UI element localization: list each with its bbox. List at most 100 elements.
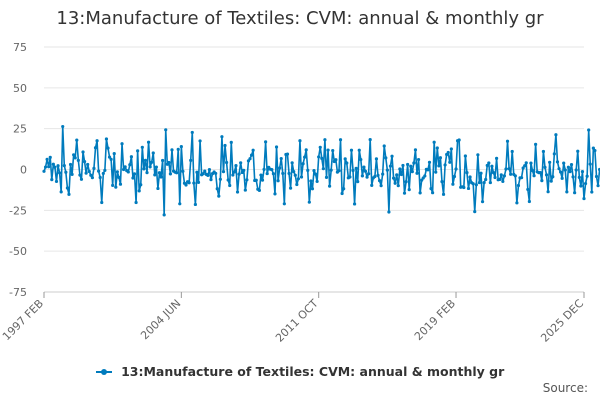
data-point bbox=[452, 174, 457, 179]
data-point bbox=[431, 191, 435, 195]
data-point bbox=[257, 188, 261, 193]
data-point bbox=[54, 179, 59, 184]
y-tick-label: -75 bbox=[9, 286, 27, 299]
data-point bbox=[593, 148, 597, 153]
data-point bbox=[58, 171, 62, 175]
data-point bbox=[190, 130, 194, 135]
data-point bbox=[75, 138, 79, 142]
data-point bbox=[404, 180, 408, 184]
source-label: Source: bbox=[542, 381, 588, 395]
data-point bbox=[362, 165, 366, 169]
data-point bbox=[555, 160, 560, 164]
x-tick-label: 1997 FEB bbox=[0, 297, 46, 343]
y-tick-label: 50 bbox=[13, 82, 27, 95]
data-point bbox=[476, 153, 480, 157]
data-point bbox=[571, 175, 575, 179]
data-point bbox=[126, 170, 130, 174]
data-point bbox=[348, 175, 352, 179]
data-point bbox=[462, 185, 466, 190]
data-point bbox=[45, 157, 49, 161]
data-point bbox=[103, 168, 107, 172]
data-point bbox=[474, 183, 478, 187]
data-point bbox=[526, 187, 530, 192]
data-point bbox=[376, 173, 380, 177]
data-point bbox=[64, 170, 68, 174]
x-tick-label: 2025 DEC bbox=[538, 297, 586, 345]
data-point bbox=[582, 196, 586, 201]
data-point bbox=[354, 166, 358, 170]
data-point bbox=[207, 168, 212, 172]
data-point bbox=[307, 200, 311, 204]
data-point bbox=[590, 190, 594, 194]
data-point bbox=[331, 148, 335, 153]
data-point bbox=[544, 173, 549, 177]
data-point bbox=[192, 181, 196, 185]
data-point bbox=[390, 154, 394, 158]
data-point bbox=[568, 170, 572, 174]
data-point bbox=[271, 172, 276, 176]
data-point bbox=[239, 161, 243, 165]
y-tick-label: 25 bbox=[13, 123, 27, 136]
data-point bbox=[153, 173, 157, 177]
series-line bbox=[43, 125, 600, 216]
data-point bbox=[303, 155, 307, 159]
data-point bbox=[170, 148, 174, 152]
data-point bbox=[466, 186, 471, 191]
data-point bbox=[145, 171, 149, 175]
data-point bbox=[379, 184, 383, 188]
data-point bbox=[441, 192, 446, 196]
data-point bbox=[488, 180, 492, 185]
data-point bbox=[206, 173, 210, 177]
data-point bbox=[573, 191, 577, 195]
data-point bbox=[334, 158, 338, 162]
data-point bbox=[552, 152, 556, 156]
data-point bbox=[203, 169, 207, 173]
data-point bbox=[485, 163, 489, 168]
data-point bbox=[406, 162, 410, 167]
data-point bbox=[523, 164, 527, 168]
data-point bbox=[134, 200, 138, 205]
data-point bbox=[61, 124, 65, 129]
data-point bbox=[292, 170, 296, 174]
data-point bbox=[509, 172, 513, 176]
data-point bbox=[594, 174, 599, 179]
data-point bbox=[290, 161, 294, 165]
data-point bbox=[543, 165, 547, 169]
data-point bbox=[349, 148, 354, 152]
data-point bbox=[132, 172, 137, 176]
data-point bbox=[167, 160, 171, 165]
data-point bbox=[198, 139, 202, 143]
data-point bbox=[373, 174, 377, 179]
data-point bbox=[76, 158, 80, 162]
data-point bbox=[79, 177, 84, 181]
x-tick-label: 2019 FEB bbox=[412, 297, 458, 343]
data-point bbox=[423, 174, 427, 178]
data-point bbox=[154, 165, 158, 169]
series-layer bbox=[42, 124, 600, 217]
data-point bbox=[396, 184, 400, 188]
data-point bbox=[142, 167, 146, 171]
data-point bbox=[97, 169, 101, 173]
data-point bbox=[393, 181, 397, 185]
data-point bbox=[574, 168, 578, 172]
data-point bbox=[426, 168, 430, 172]
data-point bbox=[231, 173, 235, 177]
data-point bbox=[583, 181, 588, 186]
data-point bbox=[249, 153, 254, 157]
data-point bbox=[228, 183, 232, 188]
data-point bbox=[534, 142, 538, 146]
data-point bbox=[70, 172, 74, 176]
data-point bbox=[90, 176, 94, 180]
data-point bbox=[399, 172, 403, 177]
data-point bbox=[279, 156, 283, 161]
data-point bbox=[62, 163, 66, 168]
data-point bbox=[465, 171, 469, 175]
data-point bbox=[217, 194, 221, 198]
data-point bbox=[234, 163, 238, 168]
data-point bbox=[221, 170, 226, 174]
data-point bbox=[81, 150, 85, 154]
data-point bbox=[59, 190, 63, 194]
data-point bbox=[532, 174, 536, 178]
data-point bbox=[457, 138, 461, 142]
data-point bbox=[515, 201, 519, 205]
